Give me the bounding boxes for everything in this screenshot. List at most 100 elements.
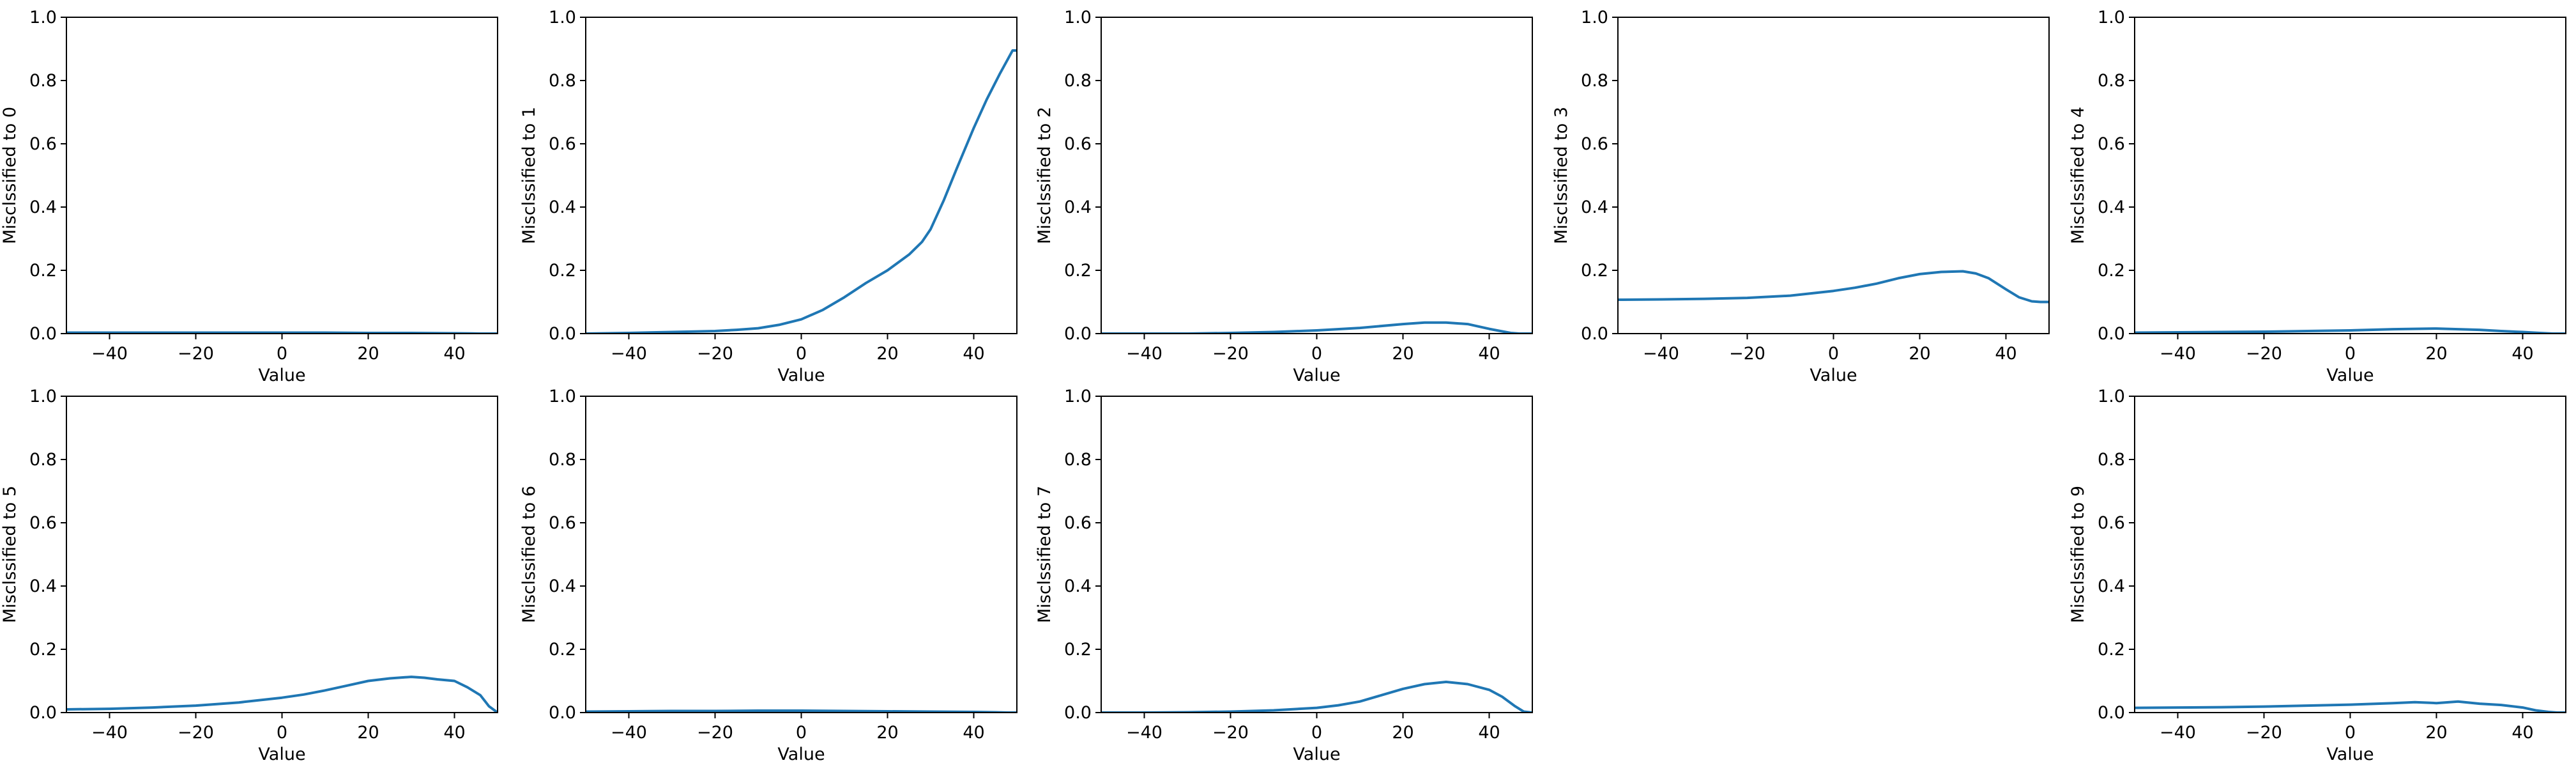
x-tick-label: 20 [876, 723, 898, 743]
x-tick-label: −20 [697, 723, 733, 743]
x-tick-label: 40 [2511, 723, 2533, 743]
x-axis-label: Value [2326, 745, 2374, 764]
x-tick-label: −20 [697, 344, 733, 364]
series-line-0 [66, 676, 498, 713]
y-tick-label: 1.0 [29, 8, 57, 27]
x-tick-label: 0 [796, 723, 807, 743]
x-tick-label: −20 [1212, 344, 1249, 364]
y-tick-label: 0.4 [549, 576, 576, 596]
y-tick-label: 0.0 [2098, 324, 2125, 344]
series-line-0 [586, 49, 1017, 334]
x-tick-label: 0 [1311, 723, 1322, 743]
y-tick-label: 0.2 [1064, 261, 1092, 281]
y-axis-label: Misclssified to 3 [1551, 107, 1571, 244]
y-tick-label: 0.6 [1064, 134, 1092, 154]
x-tick-label: 40 [1478, 344, 1500, 364]
x-tick-label: 40 [2511, 344, 2533, 364]
y-tick-label: 0.0 [1581, 324, 1608, 344]
y-tick-label: 1.0 [2098, 8, 2125, 27]
y-tick-label: 0.8 [1064, 71, 1092, 91]
series-line-0 [2135, 700, 2566, 713]
y-tick-label: 0.6 [2098, 513, 2125, 533]
x-tick-label: 40 [1478, 723, 1500, 743]
y-tick-label: 0.8 [2098, 71, 2125, 91]
x-tick-label: 20 [1392, 723, 1414, 743]
x-tick-label: 20 [1392, 344, 1414, 364]
y-tick-label: 0.6 [29, 134, 57, 154]
y-tick-label: 0.2 [1064, 640, 1092, 660]
x-tick-label: 0 [2345, 723, 2356, 743]
y-tick-label: 0.8 [2098, 450, 2125, 470]
x-axis-label: Value [258, 366, 305, 385]
y-tick-label: 0.8 [1064, 450, 1092, 470]
y-tick-label: 1.0 [1581, 8, 1608, 27]
y-tick-label: 0.4 [2098, 197, 2125, 217]
y-tick-label: 0.0 [1064, 703, 1092, 723]
subplot-4: −40 −20 0 20 40 0.0 0.2 0.4 0.6 0.8 1.0 Value Miscls… [2068, 8, 2566, 385]
x-tick-label: 40 [1995, 344, 2016, 364]
y-tick-label: 1.0 [549, 387, 576, 406]
series-line-0 [1101, 681, 1532, 713]
x-tick-label: −20 [178, 723, 214, 743]
x-tick-label: −20 [1729, 344, 1765, 364]
x-tick-label: −40 [2160, 344, 2196, 364]
y-tick-label: 1.0 [1064, 387, 1092, 406]
x-axis-label: Value [1810, 366, 1857, 385]
y-tick-label: 0.8 [1581, 71, 1608, 91]
x-tick-label: −40 [91, 344, 128, 364]
y-axis-label: Misclssified to 0 [0, 107, 20, 244]
y-tick-label: 0.4 [549, 197, 576, 217]
subplot-7: −40 −20 0 20 40 0.0 0.2 0.4 0.6 0.8 1.0 Value Miscls… [1035, 387, 1533, 764]
subplot-6: −40 −20 0 20 40 0.0 0.2 0.4 0.6 0.8 1.0 Value Miscls… [519, 387, 1017, 764]
x-axis-label: Value [777, 745, 825, 764]
x-tick-label: −40 [1126, 344, 1162, 364]
y-tick-label: 0.4 [2098, 576, 2125, 596]
x-tick-label: 20 [2425, 723, 2447, 743]
x-tick-label: 40 [443, 723, 465, 743]
x-tick-label: 40 [443, 344, 465, 364]
y-tick-label: 0.0 [29, 324, 57, 344]
y-tick-label: 0.2 [549, 640, 576, 660]
y-axis-label: Misclssified to 5 [0, 486, 20, 623]
y-axis-label: Misclssified to 1 [519, 107, 539, 244]
y-axis-label: Misclssified to 2 [1035, 107, 1055, 244]
subplot-2: −40 −20 0 20 40 0.0 0.2 0.4 0.6 0.8 1.0 Value Miscls… [1035, 8, 1533, 385]
subplot-5: −40 −20 0 20 40 0.0 0.2 0.4 0.6 0.8 1.0 Value Miscls… [0, 387, 498, 764]
x-tick-label: −20 [2246, 723, 2282, 743]
y-tick-label: 0.4 [29, 197, 57, 217]
y-tick-label: 0.2 [1581, 261, 1608, 281]
x-tick-label: −40 [611, 723, 647, 743]
y-tick-label: 0.8 [549, 450, 576, 470]
x-tick-label: −40 [2160, 723, 2196, 743]
y-tick-label: 0.0 [549, 703, 576, 723]
y-axis-label: Misclssified to 4 [2068, 107, 2088, 244]
x-tick-label: −40 [91, 723, 128, 743]
y-tick-label: 0.4 [1581, 197, 1608, 217]
y-tick-label: 0.8 [29, 450, 57, 470]
series-line-0 [1618, 270, 2049, 304]
x-tick-label: 20 [357, 723, 379, 743]
x-axis-label: Value [777, 366, 825, 385]
y-tick-label: 0.2 [29, 261, 57, 281]
y-tick-label: 0.8 [549, 71, 576, 91]
subplot-0: −40 −20 0 20 40 0.0 0.2 0.4 0.6 0.8 1.0 Value Miscls… [0, 8, 498, 385]
series-line-0 [2135, 327, 2566, 334]
x-tick-label: −20 [2246, 344, 2282, 364]
y-tick-label: 0.4 [29, 576, 57, 596]
y-axis-label: Misclssified to 9 [2068, 486, 2088, 623]
x-axis-label: Value [1293, 745, 1340, 764]
x-tick-label: 0 [796, 344, 807, 364]
y-tick-label: 0.2 [2098, 261, 2125, 281]
x-tick-label: −40 [1643, 344, 1679, 364]
y-tick-label: 0.4 [1064, 576, 1092, 596]
subplot-3: −40 −20 0 20 40 0.0 0.2 0.4 0.6 0.8 1.0 Value Miscls… [1551, 8, 2050, 385]
subplot-1: −40 −20 0 20 40 0.0 0.2 0.4 0.6 0.8 1.0 Value Miscls… [519, 8, 1017, 385]
y-tick-label: 0.6 [29, 513, 57, 533]
y-tick-label: 1.0 [1064, 8, 1092, 27]
x-tick-label: 0 [2345, 344, 2356, 364]
x-tick-label: −20 [178, 344, 214, 364]
y-tick-label: 0.6 [1064, 513, 1092, 533]
subplot-8: −40 −20 0 20 40 0.0 0.2 0.4 0.6 0.8 1.0 Value Miscls… [2068, 387, 2566, 764]
